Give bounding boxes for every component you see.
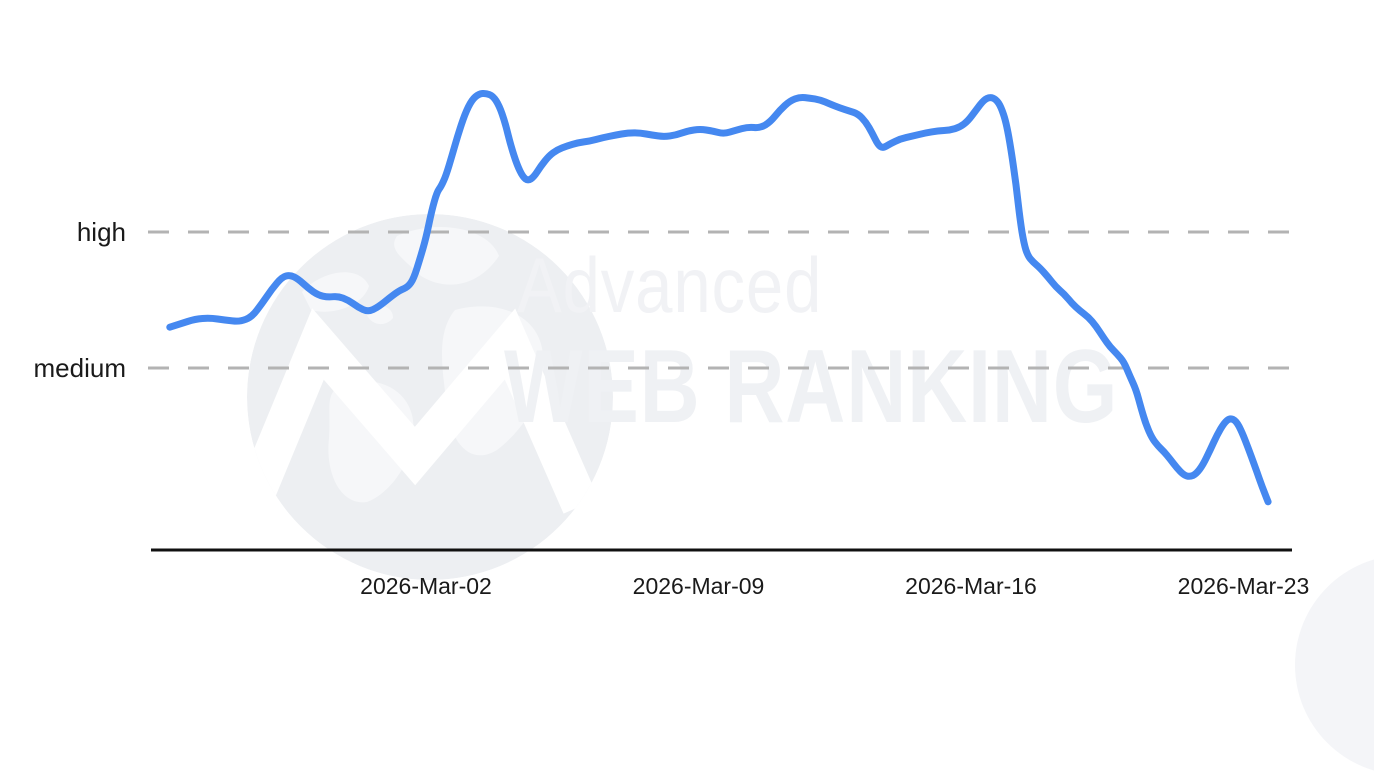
gridlines — [148, 230, 1292, 370]
x-tick-label: 2026-Mar-02 — [360, 573, 492, 599]
watermark-text-advanced: Advanced — [517, 241, 823, 329]
y-label-medium: medium — [34, 353, 126, 383]
x-tick-label: 2026-Mar-23 — [1178, 573, 1310, 599]
x-tick-label: 2026-Mar-16 — [905, 573, 1037, 599]
y-axis-labels: high medium — [34, 217, 126, 383]
watermark-text-web-ranking: WEB RANKING — [504, 329, 1119, 445]
globe-with-w-icon — [247, 214, 613, 580]
globe-w-mark — [247, 308, 599, 514]
page: { "watermark": { "line1": "Advanced", "l… — [33, 89, 1374, 775]
x-tick-label: 2026-Mar-09 — [633, 573, 765, 599]
y-label-high: high — [77, 217, 126, 247]
volatility-series-line — [166, 89, 1272, 506]
x-axis-tick-labels: 2026-Mar-02 2026-Mar-09 2026-Mar-16 2026-Ma… — [360, 573, 1309, 599]
